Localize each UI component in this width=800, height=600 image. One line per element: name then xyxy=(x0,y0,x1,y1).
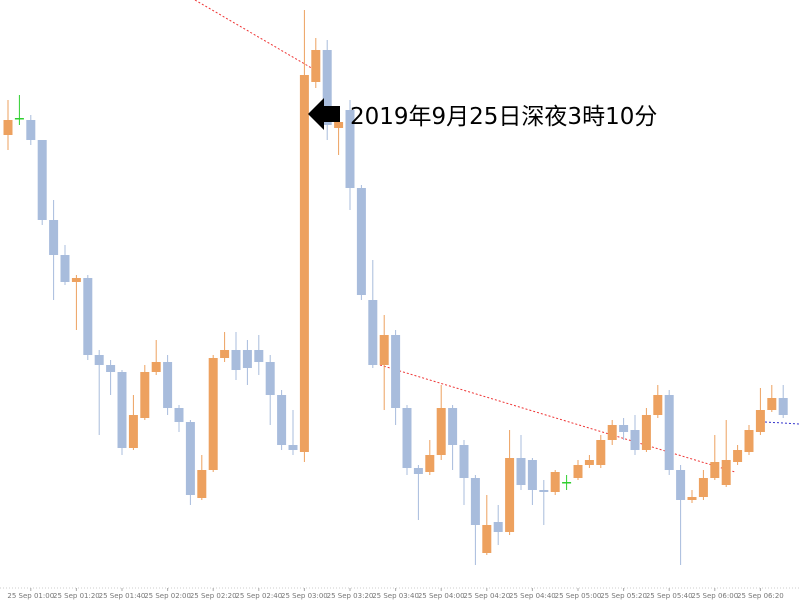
x-tick-label: 25 Sep 04:40 xyxy=(509,592,556,600)
body xyxy=(687,497,697,500)
x-tick-label: 25 Sep 05:20 xyxy=(600,592,647,600)
body xyxy=(573,465,583,478)
x-tick-label: 25 Sep 06:20 xyxy=(737,592,784,600)
body xyxy=(402,408,412,468)
x-tick-label: 25 Sep 05:00 xyxy=(555,592,602,600)
body xyxy=(117,372,127,448)
body xyxy=(311,50,321,82)
candles xyxy=(3,10,788,565)
body xyxy=(733,450,743,462)
body xyxy=(356,188,366,295)
x-tick-label: 25 Sep 01:40 xyxy=(99,592,146,600)
body xyxy=(151,362,161,372)
trend-line xyxy=(379,364,736,473)
body xyxy=(505,458,515,532)
body xyxy=(459,445,469,478)
body xyxy=(3,120,13,135)
body xyxy=(664,395,674,470)
x-tick-label: 25 Sep 04:00 xyxy=(418,592,465,600)
body xyxy=(94,355,104,365)
body xyxy=(482,525,492,553)
body xyxy=(345,110,355,188)
x-tick-label: 25 Sep 03:00 xyxy=(281,592,328,600)
body xyxy=(425,455,435,472)
body xyxy=(254,350,264,362)
body xyxy=(539,490,549,492)
body xyxy=(550,472,560,492)
x-tick-label: 25 Sep 01:20 xyxy=(53,592,100,600)
x-tick-label: 25 Sep 01:00 xyxy=(7,592,54,600)
body xyxy=(470,478,480,525)
body xyxy=(288,445,298,450)
annotation: 2019年9月25日深夜3時10分 xyxy=(350,104,657,130)
body xyxy=(208,358,218,470)
body xyxy=(106,365,116,372)
body xyxy=(391,335,401,408)
x-tick-label: 25 Sep 04:20 xyxy=(463,592,510,600)
body xyxy=(265,362,275,395)
body xyxy=(493,522,503,532)
body xyxy=(174,408,184,422)
x-tick-label: 25 Sep 02:20 xyxy=(190,592,237,600)
body xyxy=(128,415,138,448)
body xyxy=(49,220,59,255)
level-line xyxy=(764,421,800,425)
body xyxy=(436,408,446,455)
body xyxy=(220,350,230,358)
x-tick-label: 25 Sep 05:40 xyxy=(646,592,693,600)
body xyxy=(26,120,36,140)
body xyxy=(619,425,629,432)
arrow xyxy=(308,98,340,130)
body xyxy=(584,460,594,465)
x-tick-label: 25 Sep 02:00 xyxy=(144,592,191,600)
body xyxy=(562,482,572,484)
body xyxy=(379,335,389,365)
body xyxy=(163,362,173,408)
body xyxy=(767,398,777,410)
body xyxy=(299,75,309,452)
x-tick-label: 25 Sep 03:40 xyxy=(372,592,419,600)
body xyxy=(755,410,765,432)
body xyxy=(322,50,332,125)
body xyxy=(277,395,287,445)
body xyxy=(60,255,70,282)
x-tick-label: 25 Sep 03:20 xyxy=(327,592,374,600)
body xyxy=(641,415,651,450)
body xyxy=(83,278,93,355)
body xyxy=(185,422,195,495)
body xyxy=(516,458,526,485)
trend-line xyxy=(194,0,316,71)
body xyxy=(140,372,150,418)
body xyxy=(653,395,663,415)
x-tick-label: 25 Sep 06:00 xyxy=(691,592,738,600)
body xyxy=(527,460,537,490)
body xyxy=(242,350,252,368)
body xyxy=(197,470,207,498)
body xyxy=(231,350,241,370)
body xyxy=(778,398,788,415)
body xyxy=(596,440,606,465)
body xyxy=(413,468,423,474)
body xyxy=(71,278,81,282)
body xyxy=(721,460,731,485)
body xyxy=(448,408,458,445)
body xyxy=(698,478,708,497)
body xyxy=(676,470,686,500)
body xyxy=(368,300,378,365)
body xyxy=(744,430,754,452)
body xyxy=(334,122,344,128)
x-tick-label: 25 Sep 02:40 xyxy=(235,592,282,600)
body xyxy=(607,425,617,440)
body xyxy=(37,140,47,220)
body xyxy=(14,118,24,120)
body xyxy=(630,430,640,450)
body xyxy=(710,462,720,478)
